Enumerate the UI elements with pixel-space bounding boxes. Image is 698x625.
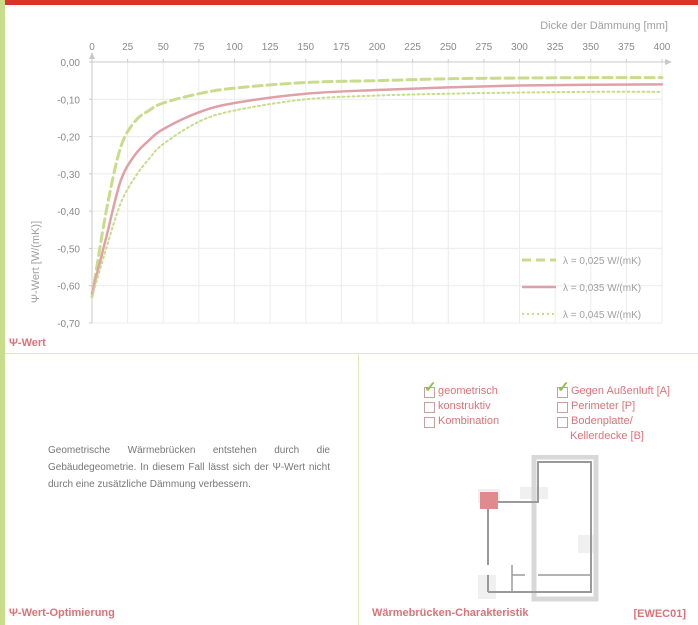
checkbox-row: konstruktiv xyxy=(424,399,499,414)
x-tick-label: 225 xyxy=(404,42,421,53)
x-tick-label: 75 xyxy=(193,42,205,53)
y-tick-label: -0,30 xyxy=(57,170,80,181)
plan-shadow-block xyxy=(578,535,596,553)
x-tick-label: 375 xyxy=(618,42,635,53)
x-tick-label: 200 xyxy=(369,42,386,53)
checkbox-row: Kombination xyxy=(424,414,499,429)
characteristics-section-label: Wärmebrücken-Charakteristik xyxy=(372,607,529,619)
optimization-description: Geometrische Wärmebrücken entstehen durc… xyxy=(48,445,330,490)
bridge-type-checkboxes: geometrisch konstruktiv Kombination xyxy=(424,380,499,429)
plan-outer-wall-shadow xyxy=(531,455,599,602)
x-axis-arrow xyxy=(665,59,672,65)
x-tick-label: 275 xyxy=(476,42,493,53)
section-divider xyxy=(5,353,698,354)
y-tick-label: -0,40 xyxy=(57,207,80,218)
checkbox-row: Bodenplatte/ xyxy=(557,414,670,429)
checkbox-row: Perimeter [P] xyxy=(557,399,670,414)
checkbox-row: geometrisch xyxy=(424,380,499,399)
psi-value-chart: 0 25 50 75 100 125 150 175 200 225 250 275 300 325 350… xyxy=(30,20,672,330)
x-tick-label: 250 xyxy=(440,42,457,53)
checkbox-label: Gegen Außenluft [A] xyxy=(571,385,671,397)
x-tick-label: 400 xyxy=(654,42,671,53)
y-axis-arrow xyxy=(89,52,95,59)
checkbox[interactable] xyxy=(557,417,568,428)
x-tick-label: 100 xyxy=(226,42,243,53)
checkbox[interactable] xyxy=(424,380,437,398)
y-axis-label: Ψ-Wert [W/(mK)] xyxy=(30,221,42,303)
x-tick-label: 0 xyxy=(89,42,95,53)
series-line-3 xyxy=(91,90,663,298)
floor-plan-diagram xyxy=(478,455,599,602)
y-tick-label: -0,70 xyxy=(57,319,80,330)
left-accent-bar xyxy=(0,0,5,625)
x-tick-label: 300 xyxy=(511,42,528,53)
series-line-2 xyxy=(90,83,664,295)
checkbox-label: Perimeter [P] xyxy=(571,400,636,412)
x-tick-label: 175 xyxy=(333,42,350,53)
x-tick-label: 150 xyxy=(297,42,314,53)
checkbox-label: Kellerdecke [B] xyxy=(570,430,644,442)
legend-label-2: λ = 0,035 W/(mK) xyxy=(563,283,641,294)
checkbox-label: Kombination xyxy=(438,415,500,427)
y-tick-label: -0,10 xyxy=(57,95,80,106)
x-tick-label: 350 xyxy=(582,42,599,53)
thermal-bridge-marker xyxy=(480,492,498,509)
checkbox-row: Kellerdecke [B] xyxy=(557,429,670,444)
optimization-section-label: Ψ-Wert-Optimierung xyxy=(9,607,115,619)
top-accent-bar xyxy=(0,0,698,5)
checkbox[interactable] xyxy=(424,417,435,428)
x-tick-label: 50 xyxy=(158,42,170,53)
x-tick-label: 125 xyxy=(262,42,279,53)
legend-label-3: λ = 0,045 W/(mK) xyxy=(563,310,641,321)
y-tick-label: -0,20 xyxy=(57,133,80,144)
checkbox-row: Gegen Außenluft [A] xyxy=(557,380,671,399)
y-tick-label: -0,50 xyxy=(57,244,80,255)
y-tick-label: -0,60 xyxy=(57,282,80,293)
checkbox-label: Bodenplatte/ xyxy=(571,415,633,427)
checkbox[interactable] xyxy=(557,380,570,398)
checkbox-label: geometrisch xyxy=(438,385,498,397)
psi-value-section-label: Ψ-Wert xyxy=(9,337,46,349)
bridge-location-checkboxes: Gegen Außenluft [A] Perimeter [P] Bodenpla… xyxy=(557,380,671,444)
checkbox-label: konstruktiv xyxy=(438,400,491,412)
legend-label-1: λ = 0,025 W/(mK) xyxy=(563,256,641,267)
series-line-1 xyxy=(90,76,664,299)
checkbox[interactable] xyxy=(557,402,568,413)
column-divider xyxy=(358,353,359,625)
checkbox[interactable] xyxy=(424,402,435,413)
y-tick-label: 0,00 xyxy=(61,58,81,69)
plan-outer-wall xyxy=(488,461,592,593)
reference-code: [EWEC01] xyxy=(633,608,686,620)
x-axis-label: Dicke der Dämmung [mm] xyxy=(540,20,668,32)
x-tick-label: 25 xyxy=(122,42,134,53)
x-tick-label: 325 xyxy=(547,42,564,53)
